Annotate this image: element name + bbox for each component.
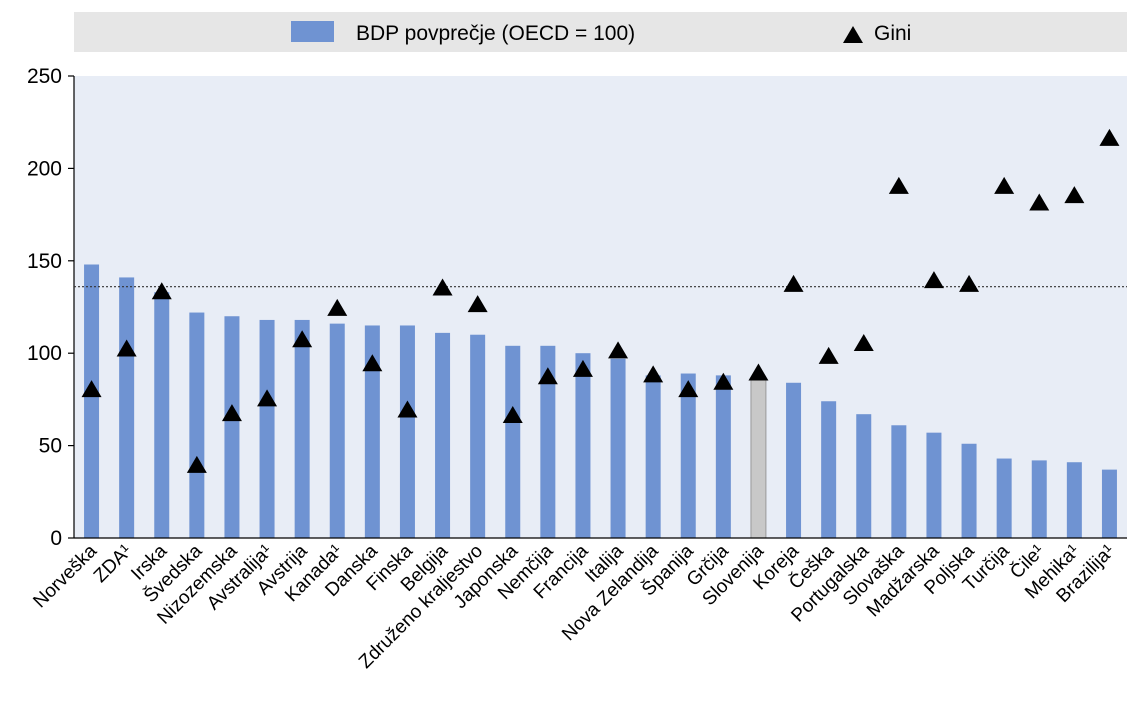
gini-marker-brazilija <box>1099 128 1120 146</box>
bar-slovaška <box>891 425 907 538</box>
bar-koreja <box>786 382 802 538</box>
y-tick-label: 150 <box>27 250 62 273</box>
gini-marker-portugalska <box>853 333 874 351</box>
y-tick-label: 100 <box>27 342 62 365</box>
x-axis-labels: NorveškaZDA¹IrskaŠvedskaNizozemskaAvstra… <box>29 537 1127 673</box>
bar-francija <box>575 353 591 538</box>
gini-marker-francija <box>572 359 593 377</box>
gini-marker-nizozemska <box>221 404 242 422</box>
y-tick-label: 0 <box>50 527 62 550</box>
bar-portugalska <box>856 414 872 538</box>
gini-marker-slovaška <box>888 176 909 194</box>
bar-nizozemska <box>224 316 240 538</box>
bar-turčija <box>996 458 1012 538</box>
gini-marker-nova-zelandija <box>643 365 664 383</box>
gini-marker-kanada <box>327 298 348 316</box>
bar-avstrija <box>294 319 310 538</box>
gini-marker-danska <box>362 354 383 372</box>
gini-marker-češka <box>818 346 839 364</box>
bar-series <box>84 264 1117 539</box>
gini-marker-španija <box>678 380 699 398</box>
legend-marker-label: Gini <box>874 22 911 45</box>
gini-marker-poljska <box>959 274 980 292</box>
gini-marker-zda <box>116 339 137 357</box>
bar-švedska <box>189 312 205 538</box>
legend-marker-swatch <box>843 26 863 43</box>
x-label-zda: ZDA¹ <box>90 541 136 587</box>
y-tick-label: 50 <box>39 435 62 458</box>
gini-marker-švedska <box>186 455 207 473</box>
bar-brazilija <box>1101 469 1117 538</box>
gini-marker-belgija <box>432 278 453 296</box>
bar-poljska <box>961 443 977 538</box>
legend: BDP povprečje (OECD = 100) Gini <box>74 12 1127 52</box>
bar-slovenija <box>750 378 767 539</box>
gini-marker-norveška <box>81 380 102 398</box>
gini-marker-avstrija <box>292 330 313 348</box>
bar-finska <box>399 325 415 538</box>
x-label-norveška: Norveška <box>29 540 101 612</box>
legend-bar-swatch <box>291 21 334 42</box>
bar-nova-zelandija <box>645 375 661 538</box>
bar-avstralija <box>259 319 275 538</box>
bar-zda <box>119 277 135 538</box>
gini-marker-turčija <box>994 176 1015 194</box>
bar-japonska <box>505 345 521 538</box>
bar-združeno-kraljestvo <box>470 334 486 538</box>
plot-area <box>74 76 1127 538</box>
gini-marker-čile <box>1029 193 1050 211</box>
y-tick-label: 250 <box>27 65 62 88</box>
gini-marker-italija <box>608 341 629 359</box>
bar-irska <box>154 292 170 538</box>
gini-marker-japonska <box>502 406 523 424</box>
gini-series <box>81 128 1120 473</box>
gini-marker-avstralija <box>257 389 278 407</box>
bar-grčija <box>715 375 731 538</box>
bar-češka <box>821 401 837 538</box>
bar-nemčija <box>540 345 556 538</box>
bar-madžarska <box>926 432 942 538</box>
bar-kanada <box>329 323 345 538</box>
gini-marker-koreja <box>783 274 804 292</box>
gini-marker-grčija <box>713 372 734 390</box>
bar-norveška <box>84 264 100 538</box>
legend-background <box>74 12 1127 52</box>
gini-marker-združeno-kraljestvo <box>467 295 488 313</box>
y-axis: 0 50 100 150 200 250 <box>27 65 75 550</box>
y-tick-label: 200 <box>27 157 62 180</box>
bar-mehika <box>1066 462 1082 538</box>
gini-marker-madžarska <box>923 271 944 289</box>
gini-marker-slovenija <box>748 363 769 381</box>
bar-danska <box>364 325 380 538</box>
bar-španija <box>680 373 696 538</box>
bar-italija <box>610 358 626 538</box>
gini-marker-nemčija <box>537 367 558 385</box>
legend-bar-label: BDP povprečje (OECD = 100) <box>356 22 635 45</box>
bar-belgija <box>435 332 451 538</box>
gini-marker-mehika <box>1064 186 1085 204</box>
bar-čile <box>1031 460 1047 538</box>
gini-marker-finska <box>397 400 418 418</box>
gini-marker-irska <box>151 282 172 300</box>
